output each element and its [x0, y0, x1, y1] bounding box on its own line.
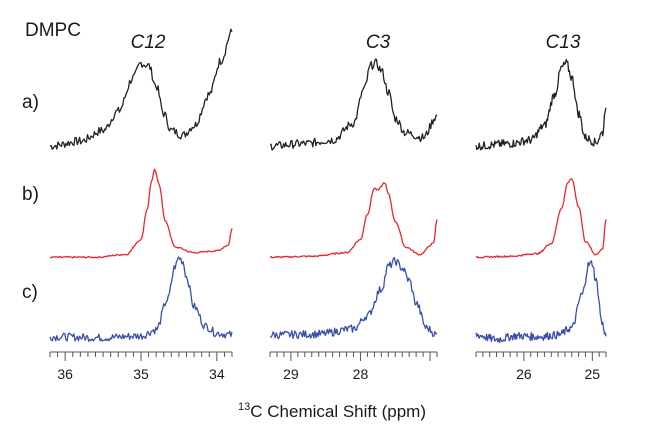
spectra-layer [49, 28, 607, 344]
spectrum-c12-row-c [49, 256, 233, 342]
axes-layer: C12 36 35 34 C3 29 28 C13 26 25 [49, 32, 607, 382]
spectrum-c3-row-a [269, 58, 438, 151]
sample-title: DMPC [25, 20, 81, 41]
spectrum-c12-row-a [49, 28, 233, 150]
tick-label-c13: 26 [516, 366, 532, 382]
row-label-a: a) [22, 92, 39, 113]
tick-label-c3: 29 [283, 366, 299, 382]
spectrum-c13-row-c [475, 260, 607, 344]
x-axis-label-superscript: 13 [238, 401, 250, 413]
panel-title-c13: C13 [546, 32, 581, 53]
spectrum-c3-row-c [270, 256, 438, 340]
panel-title-c12: C12 [131, 32, 166, 53]
tick-label-c3: 28 [353, 366, 369, 382]
x-axis-label-text: C Chemical Shift (ppm) [250, 402, 426, 421]
tick-label-c12: 35 [133, 366, 149, 382]
row-label-b: b) [22, 184, 39, 205]
tick-label-c12: 34 [209, 366, 225, 382]
panel-title-c3: C3 [366, 32, 391, 53]
tick-label-c12: 36 [57, 366, 73, 382]
spectrum-c13-row-a [475, 58, 607, 151]
x-axis-label: 13C Chemical Shift (ppm) [238, 401, 426, 421]
spectrum-c3-row-b [269, 182, 438, 259]
row-label-c: c) [22, 282, 38, 303]
spectrum-c12-row-b [49, 168, 233, 259]
spectrum-c13-row-b [475, 178, 607, 259]
tick-label-c13: 25 [585, 366, 601, 382]
